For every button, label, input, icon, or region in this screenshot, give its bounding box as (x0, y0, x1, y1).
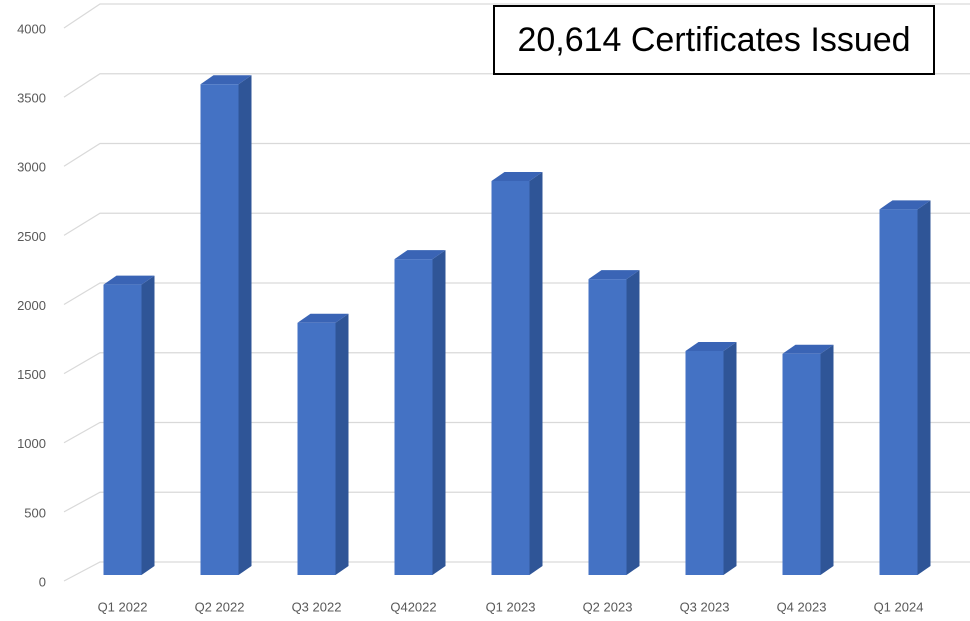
bar-front (491, 180, 530, 576)
grid-line (63, 282, 970, 306)
bar-side (626, 270, 640, 575)
bar (103, 275, 155, 575)
grid-line (63, 491, 970, 513)
bar (588, 270, 640, 575)
grid-line (63, 212, 970, 236)
bar-front (588, 279, 627, 575)
bar-top (200, 75, 252, 85)
x-tick-label: Q42022 (390, 599, 436, 614)
bar-top (685, 342, 737, 352)
y-tick-label: 0 (39, 574, 46, 589)
y-tick-label: 2000 (17, 298, 46, 313)
grid-line (63, 352, 970, 375)
annotation-box (493, 5, 935, 75)
grid-line (63, 142, 970, 167)
y-tick-label: 500 (24, 505, 46, 520)
bar-front (103, 284, 142, 575)
bar-front (685, 351, 724, 575)
bar (394, 250, 446, 575)
bar-top (879, 200, 931, 210)
bar-front (297, 322, 336, 575)
bar-side (820, 344, 834, 575)
bar-front (200, 84, 239, 576)
x-tick-label: Q4 2023 (777, 599, 827, 614)
bar-top (588, 270, 640, 280)
bar (200, 75, 252, 576)
x-tick-label: Q2 2022 (195, 599, 245, 614)
y-tick-label: 1500 (17, 367, 46, 382)
bar-front (394, 259, 433, 575)
bar-side (141, 275, 155, 575)
x-tick-label: Q1 2024 (874, 599, 924, 614)
y-tick-label: 3000 (17, 160, 46, 175)
bar (685, 342, 737, 575)
bar (782, 344, 834, 575)
bar-side (335, 313, 349, 575)
grid-line (63, 73, 970, 98)
grid-line (63, 421, 970, 444)
bar-top (297, 313, 349, 323)
bar-side (529, 171, 543, 576)
bar-side (723, 342, 737, 575)
bar-side (238, 75, 252, 576)
bar-side (917, 200, 931, 576)
y-tick-label: 2500 (17, 229, 46, 244)
bar-top (394, 250, 446, 260)
y-tick-label: 1000 (17, 436, 46, 451)
bar-top (491, 171, 543, 181)
x-tick-label: Q2 2023 (583, 599, 633, 614)
bar-side (432, 250, 446, 575)
x-tick-label: Q1 2023 (486, 599, 536, 614)
x-tick-label: Q3 2023 (680, 599, 730, 614)
x-tick-label: Q3 2022 (292, 599, 342, 614)
bar-front (782, 353, 821, 575)
bar-top (782, 344, 834, 354)
bar (491, 171, 543, 576)
x-tick-label: Q1 2022 (98, 599, 148, 614)
grid-line (63, 3, 970, 29)
grid-line (63, 561, 970, 582)
y-tick-label: 3500 (17, 91, 46, 106)
bar-top (103, 275, 155, 285)
bar (297, 313, 349, 575)
bar (879, 200, 931, 576)
annotation: 20,614 Certificates Issued (517, 21, 910, 59)
bar-front (879, 209, 918, 576)
y-tick-label: 4000 (17, 21, 46, 36)
